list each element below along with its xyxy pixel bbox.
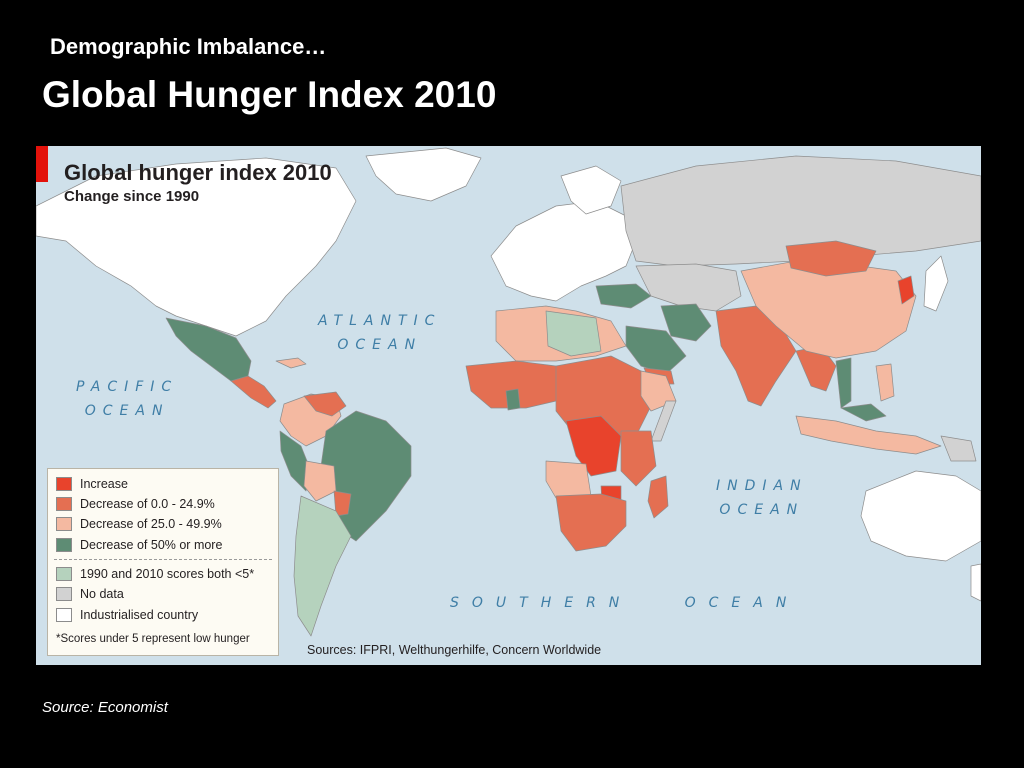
mongolia: [785, 240, 877, 277]
legend-label: Decrease of 0.0 - 24.9%: [80, 497, 215, 511]
legend-swatch: [56, 477, 72, 491]
somalia: [650, 400, 677, 442]
greenland: [365, 147, 482, 202]
world-map: [36, 147, 981, 637]
slide-source: Source: Economist: [42, 699, 168, 716]
paraguay: [333, 490, 352, 517]
slide-subtitle: Demographic Imbalance…: [50, 34, 327, 59]
legend-note: *Scores under 5 represent low hunger: [56, 633, 250, 645]
legend-label: 1990 and 2010 scores both <5*: [80, 567, 255, 581]
southern-ocean-label: SOUTHERN OCEAN: [450, 595, 800, 611]
ghana: [505, 388, 521, 411]
legend-label: Decrease of 25.0 - 49.9%: [80, 517, 222, 531]
legend-swatch: [56, 517, 72, 531]
dr-congo: [565, 415, 622, 477]
legend-label: No data: [80, 587, 124, 601]
central-asia: [635, 263, 742, 312]
scandinavia: [560, 165, 622, 215]
map-legend: Increase Decrease of 0.0 - 24.9% Decreas…: [47, 468, 279, 656]
southern-africa: [555, 493, 627, 552]
russia: [620, 155, 981, 267]
legend-item-increase: Increase: [56, 475, 128, 493]
map-title: Global hunger index 2010: [64, 160, 332, 185]
turkey: [595, 283, 652, 309]
peru: [279, 430, 312, 492]
legend-label: Increase: [80, 477, 128, 491]
legend-item-industrialised: Industrialised country: [56, 606, 198, 624]
indian-ocean-label: INDIAN OCEAN: [716, 478, 808, 518]
legend-label: Decrease of 50% or more: [80, 538, 223, 552]
atlantic-ocean-label: ATLANTIC OCEAN: [318, 313, 442, 353]
madagascar: [647, 475, 669, 519]
legend-item-no-data: No data: [56, 585, 124, 603]
map-sources: Sources: IFPRI, Welthungerhilfe, Concern…: [307, 643, 602, 657]
papua: [940, 435, 977, 462]
legend-swatch: [56, 538, 72, 552]
australia: [860, 470, 981, 562]
legend-swatch: [56, 567, 72, 581]
malaysia: [840, 403, 887, 422]
legend-item-low-both: 1990 and 2010 scores both <5*: [56, 565, 254, 583]
legend-divider: [54, 559, 272, 560]
legend-item-decrease-50-plus: Decrease of 50% or more: [56, 536, 222, 554]
legend-swatch: [56, 608, 72, 622]
legend-label: Industrialised country: [80, 608, 199, 622]
economist-red-tab: [36, 146, 48, 182]
japan: [923, 255, 949, 312]
legend-item-decrease-0-25: Decrease of 0.0 - 24.9%: [56, 495, 215, 513]
legend-item-decrease-25-50: Decrease of 25.0 - 49.9%: [56, 515, 222, 533]
bolivia: [303, 460, 337, 502]
iran: [660, 303, 712, 342]
east-africa: [620, 430, 657, 487]
central-america: [230, 375, 277, 409]
hunger-map-figure: Global hunger index 2010 Change since 19…: [36, 146, 981, 665]
vietnam: [835, 357, 852, 409]
new-zealand: [970, 563, 981, 602]
north-america: [36, 157, 357, 337]
southern-cone: [293, 495, 352, 637]
map-subtitle: Change since 1990: [64, 188, 200, 205]
angola: [545, 460, 592, 499]
philippines: [875, 363, 895, 402]
slide-title: Global Hunger Index 2010: [42, 74, 497, 115]
europe: [490, 200, 637, 302]
indonesia: [795, 415, 942, 455]
caribbean: [275, 357, 307, 369]
pacific-ocean-label: PACIFIC OCEAN: [76, 379, 179, 419]
libya: [545, 310, 602, 357]
venezuela: [303, 391, 347, 417]
north-korea: [897, 275, 915, 305]
legend-swatch: [56, 587, 72, 601]
legend-swatch: [56, 497, 72, 511]
